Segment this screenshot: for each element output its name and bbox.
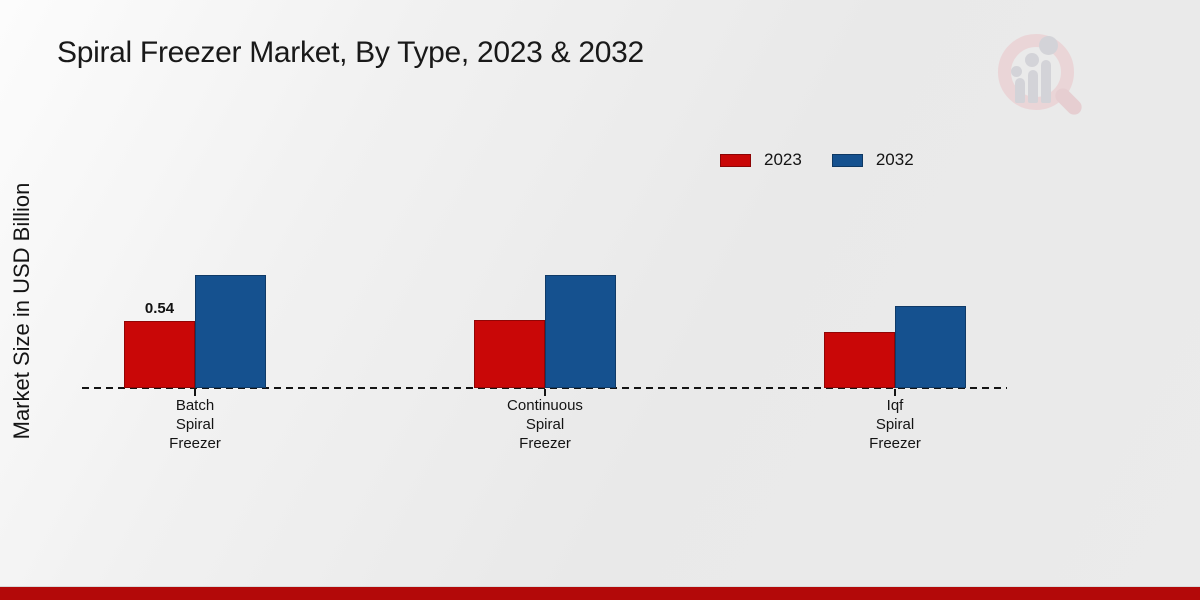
logo-trend-dot-icon: [1025, 53, 1039, 67]
logo-bar-icon: [1041, 60, 1051, 103]
legend-item-2023: 2023: [720, 150, 802, 170]
bar-2032-continuous: [545, 275, 616, 388]
bar-value-label-2023-batch: 0.54: [144, 300, 175, 317]
category-label-continuous: Continuous Spiral Freezer: [507, 397, 583, 452]
x-axis-tick: [194, 389, 196, 396]
x-axis-tick: [894, 389, 896, 396]
logo-trend-dot-icon: [1039, 36, 1058, 55]
logo-bar-icon: [1015, 78, 1025, 103]
footer-accent-bar: [0, 586, 1200, 600]
logo-bar-icon: [1028, 70, 1038, 103]
chart-title: Spiral Freezer Market, By Type, 2023 & 2…: [57, 36, 644, 69]
bar-2023-continuous: [474, 320, 545, 388]
bar-2032-batch: [195, 275, 266, 388]
brand-logo-watermark: [996, 31, 1088, 118]
legend-label: 2032: [875, 150, 914, 169]
category-label-batch: Batch Spiral Freezer: [169, 397, 221, 452]
bar-2032-iqf: [895, 306, 966, 388]
legend-swatch-2032: [831, 153, 863, 167]
category-label-iqf: Iqf Spiral Freezer: [869, 397, 921, 452]
chart-legend: 2023 2032: [720, 150, 914, 170]
bar-2023-iqf: [824, 332, 895, 388]
logo-trend-dot-icon: [1011, 66, 1022, 77]
x-axis-dashed-line: [82, 387, 1007, 389]
bar-2023-batch: [124, 321, 195, 388]
x-axis-tick: [544, 389, 546, 396]
legend-label: 2023: [764, 150, 802, 169]
legend-item-2032: 2032: [831, 150, 914, 170]
legend-swatch-2023: [720, 153, 751, 167]
